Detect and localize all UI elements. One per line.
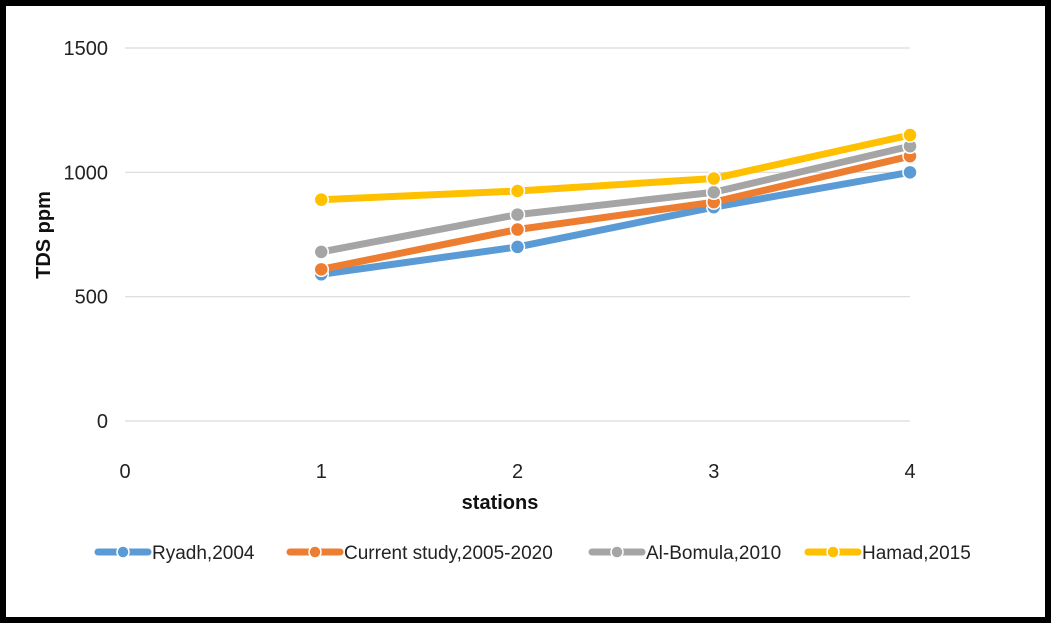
series-line — [317, 131, 914, 204]
y-tick-label: 1000 — [64, 162, 109, 184]
x-axis-title: stations — [462, 492, 539, 514]
legend-marker — [308, 545, 322, 559]
data-point — [509, 239, 526, 255]
y-tick-label: 0 — [97, 411, 108, 433]
data-point — [509, 221, 526, 238]
data-point — [313, 261, 329, 278]
data-point — [706, 170, 722, 187]
y-axis-title: TDS ppm — [33, 191, 55, 279]
series-line — [317, 142, 914, 256]
legend-marker — [116, 545, 130, 559]
data-point — [706, 184, 722, 200]
legend-label: Al-Bomula,2010 — [646, 543, 781, 564]
legend: Ryadh,2004 Current study,2005-2020 Al-Bomu… — [94, 543, 971, 564]
y-tick-label: 1500 — [64, 38, 109, 60]
x-tick-label: 2 — [512, 461, 523, 483]
data-point — [902, 164, 918, 181]
series-line — [317, 152, 914, 273]
legend-label: Hamad,2015 — [862, 543, 971, 564]
legend-marker — [610, 545, 624, 559]
series-line — [317, 168, 914, 278]
gridlines — [125, 47, 910, 422]
data-point — [509, 206, 526, 223]
series-lines — [313, 127, 918, 283]
x-axis-ticks: 0 1 2 3 4 — [119, 461, 915, 483]
x-tick-label: 0 — [119, 461, 130, 483]
y-axis-ticks: 0 500 1000 1500 — [64, 38, 109, 433]
x-tick-label: 1 — [316, 461, 327, 483]
legend-label: Ryadh,2004 — [152, 543, 255, 564]
data-point — [313, 244, 329, 260]
data-point — [902, 127, 918, 143]
data-point — [509, 183, 526, 199]
y-tick-label: 500 — [75, 287, 108, 309]
data-point — [313, 191, 329, 208]
legend-marker — [826, 545, 840, 559]
legend-label: Current study,2005-2020 — [344, 543, 553, 564]
x-tick-label: 3 — [708, 461, 719, 483]
x-tick-label: 4 — [904, 461, 915, 483]
